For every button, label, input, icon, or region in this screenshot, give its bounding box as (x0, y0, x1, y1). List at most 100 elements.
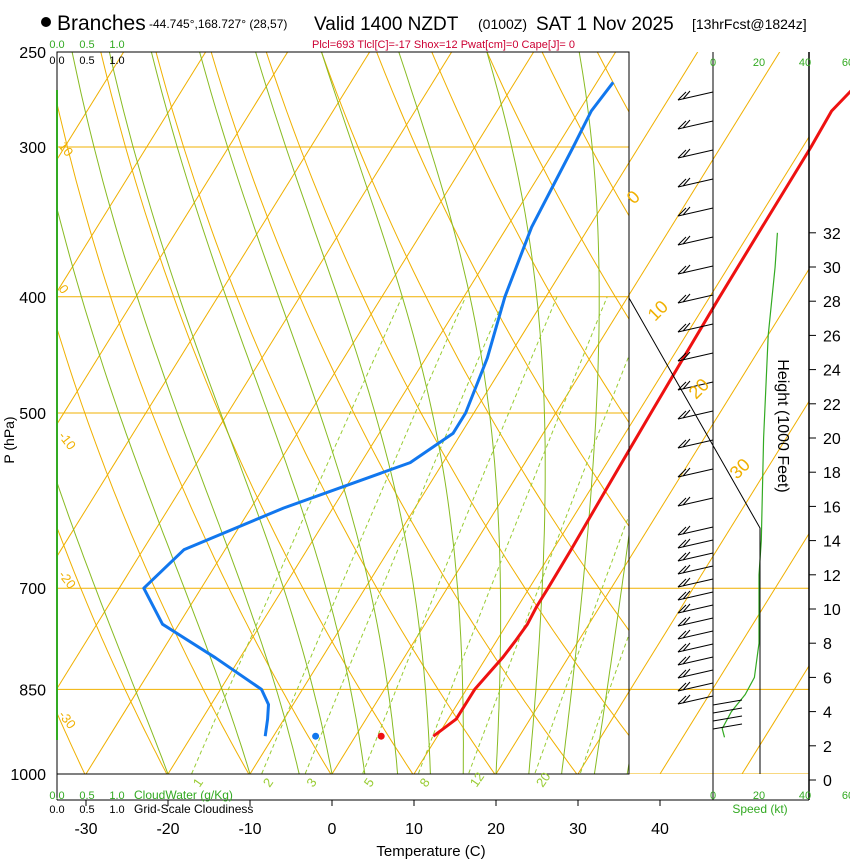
dry-adiabat-line (57, 526, 168, 774)
height-tick-label: 10 (823, 602, 841, 619)
pressure-tick-label: 850 (19, 682, 46, 699)
moist-adiabat-line (561, 52, 600, 774)
wind-speed-profile-line (721, 232, 778, 738)
mixing-ratio-line (361, 296, 558, 774)
stability-indices: Plcl=693 Tlcl[C]=-17 Shox=12 Pwat[cm]=0 … (312, 39, 575, 51)
wind-panel-grid-line (629, 52, 699, 164)
moist-adiabat-line (71, 52, 300, 774)
pressure-tick-label: 400 (19, 290, 46, 307)
wind-barb-flag (677, 565, 687, 575)
height-tick-label: 14 (823, 534, 841, 551)
cloudwater-scale-bottom: 1.0 (109, 790, 124, 802)
height-tick-label: 24 (823, 363, 841, 380)
dry-adiabat-line (155, 52, 496, 774)
height-tick-label: 8 (823, 636, 832, 653)
moist-adiabat-line (320, 52, 464, 774)
wind-barb-flag (677, 236, 687, 246)
dry-adiabat-line (57, 101, 332, 774)
dry-adiabat-line (57, 326, 250, 774)
x-tick-label: 10 (405, 821, 423, 838)
moist-adiabat-line (486, 52, 546, 774)
pressure-tick-label: 700 (19, 581, 46, 598)
wind-barb-flag (682, 681, 691, 691)
wind-barb-flag (677, 294, 687, 304)
wind-barb (677, 655, 714, 666)
wind-barb-low (712, 707, 743, 714)
wind-barb (677, 603, 714, 614)
temperature-surface-point (377, 732, 385, 740)
wind-barb-flag (677, 207, 687, 217)
height-tick-label: 12 (823, 568, 841, 585)
wind-barb-flag (677, 410, 687, 420)
wind-barb-flag (682, 603, 691, 613)
isotherm-line (57, 52, 289, 425)
mixing-ratio-label: 2 (260, 775, 276, 790)
wind-barb-flag (682, 577, 691, 587)
wind-barb-flag (682, 538, 691, 548)
dry-adiabat-line (210, 52, 578, 774)
wind-barb-flag (677, 578, 687, 588)
wind-barb-flag (682, 694, 691, 704)
chart-title: Branches (57, 12, 146, 35)
wind-barb-flag (677, 91, 687, 101)
wind-barb-flag (677, 178, 687, 188)
cloudiness-scale-top: 0.5 (79, 55, 94, 67)
wind-barb-flag (677, 604, 687, 614)
wind-barb-flag (682, 206, 691, 216)
location-coords: -44.745°,168.727° (28,57) (149, 17, 287, 31)
isotherm-line (57, 52, 453, 690)
moist-adiabat-line (150, 52, 366, 774)
wind-barb-flag (677, 630, 687, 640)
moist-adiabat-line (57, 206, 251, 774)
wind-barb-flag (682, 551, 691, 561)
wind-barb-flag (682, 119, 691, 129)
moist-adiabat-line (108, 52, 333, 774)
isotherm-line (167, 52, 617, 774)
cloudwater-scale-bottom: 0.5 (79, 790, 94, 802)
dry-adiabat-line (541, 52, 629, 217)
x-tick-label: 0 (328, 821, 337, 838)
dry-adiabat-line (0, 31, 14, 800)
wind-barb-flag (677, 120, 687, 130)
dry-adiabat-line (57, 711, 86, 774)
moist-adiabat-line (255, 52, 431, 774)
wind-speed-tick-top: 40 (799, 57, 811, 69)
dry-adiabat-line (641, 31, 850, 800)
height-tick-label: 20 (823, 431, 841, 448)
wind-barb (677, 694, 714, 705)
wind-barb-flag (677, 552, 687, 562)
height-tick-label: 30 (823, 260, 841, 277)
dewpoint-surface-point (312, 732, 320, 740)
x-axis-label: Temperature (C) (376, 843, 485, 860)
title-bullet-icon (41, 17, 51, 27)
x-tick-label: 30 (569, 821, 587, 838)
wind-barb (677, 264, 714, 275)
wind-barb-flag (677, 352, 687, 362)
wind-barb-low (712, 715, 743, 722)
dry-adiabat-line (320, 52, 629, 632)
wind-speed-tick-top: 60 (842, 57, 850, 69)
wind-speed-tick-bottom: 0 (710, 790, 716, 802)
wind-barb-low (712, 699, 743, 706)
wind-barb-flag (682, 629, 691, 639)
wind-barb-flag (677, 682, 687, 692)
isotherm-label: -10 (56, 429, 79, 453)
height-axis-label: Height (1000 Feet) (774, 359, 791, 492)
wind-barb (677, 90, 714, 101)
wind-barb (677, 590, 714, 601)
pressure-tick-label: 250 (19, 45, 46, 62)
wind-panel-grid-line (741, 664, 809, 774)
height-tick-label: 6 (823, 670, 832, 687)
wind-barb (677, 564, 714, 575)
dry-adiabat-line (486, 52, 629, 321)
wind-barb (677, 577, 714, 588)
wind-barb-flag (677, 591, 687, 601)
wind-panel-grid-line (629, 268, 809, 561)
wind-barb-flag (677, 265, 687, 275)
wind-barb (677, 351, 714, 362)
x-tick-label: 40 (651, 821, 669, 838)
wind-barb-flag (682, 148, 691, 158)
adiabat-label: 30 (726, 455, 754, 483)
